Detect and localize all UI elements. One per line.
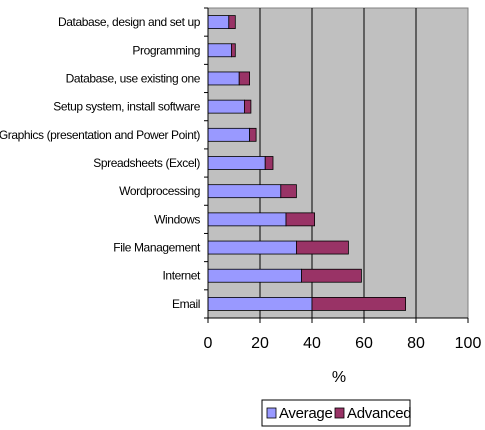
x-tick-label-40: 40 (303, 335, 321, 352)
bar-average-programming (207, 43, 232, 58)
x-tick-label-60: 60 (355, 335, 373, 352)
bar-average-email (207, 297, 313, 311)
x-tick-label-0: 0 (204, 335, 213, 352)
bar-advanced-windows (285, 212, 316, 227)
category-label-windows: Windows (154, 212, 200, 226)
category-label-database-use-existing-one: Database, use existing one (66, 71, 201, 85)
category-label-file-management: File Management (113, 241, 201, 255)
bar-advanced-database-use-existing-one (238, 71, 250, 86)
legend-label-advanced: Advanced (347, 405, 411, 422)
legend-swatch-advanced (334, 407, 345, 419)
bar-average-internet (207, 268, 302, 283)
bar-advanced-spreadsheets-excel (264, 156, 274, 170)
category-label-graphics-presentation-and-power-point: Graphics (presentation and Power Point) (0, 128, 200, 142)
bar-average-setup-system-install-software (207, 99, 245, 114)
x-tick-label-100: 100 (455, 335, 482, 352)
category-label-email: Email (172, 297, 200, 311)
legend-label-average: Average (279, 405, 333, 422)
bar-advanced-graphics-presentation-and-power-point (249, 127, 257, 142)
bar-average-database-design-and-set-up (207, 15, 230, 29)
legend-swatch-average (266, 407, 277, 419)
bar-advanced-internet (301, 268, 362, 283)
bars (207, 15, 406, 311)
bar-advanced-wordprocessing (280, 184, 297, 199)
bar-advanced-file-management (295, 240, 349, 255)
bar-advanced-database-design-and-set-up (228, 15, 236, 29)
bar-average-windows (207, 212, 287, 227)
bar-advanced-setup-system-install-software (243, 99, 252, 114)
axes (204, 7, 469, 323)
x-tick-label-20: 20 (251, 335, 269, 352)
tick-labels: 0 20 40 60 80 100 (204, 335, 482, 352)
x-axis-title: % (332, 369, 346, 386)
category-label-spreadsheets-excel: Spreadsheets (Excel) (93, 156, 200, 170)
bar-advanced-email (311, 297, 406, 311)
bar-advanced-programming (230, 43, 236, 58)
legend: Average Advanced (261, 399, 412, 427)
category-label-setup-system-install-software: Setup system, install software (53, 100, 200, 114)
category-label-internet: Internet (163, 269, 202, 283)
x-tick-label-80: 80 (407, 335, 425, 352)
bar-average-database-use-existing-one (207, 71, 240, 86)
category-label-database-design-and-set-up: Database, design and set up (58, 15, 201, 29)
category-label-wordprocessing: Wordprocessing (119, 184, 200, 198)
category-label-programming: Programming (132, 43, 200, 57)
category-labels: Database, design and set up Programming Da… (0, 15, 201, 311)
bar-average-wordprocessing (207, 184, 282, 199)
bar-average-spreadsheets-excel (207, 156, 266, 170)
bar-average-file-management (207, 240, 297, 255)
bar-average-graphics-presentation-and-power-point (207, 127, 250, 142)
